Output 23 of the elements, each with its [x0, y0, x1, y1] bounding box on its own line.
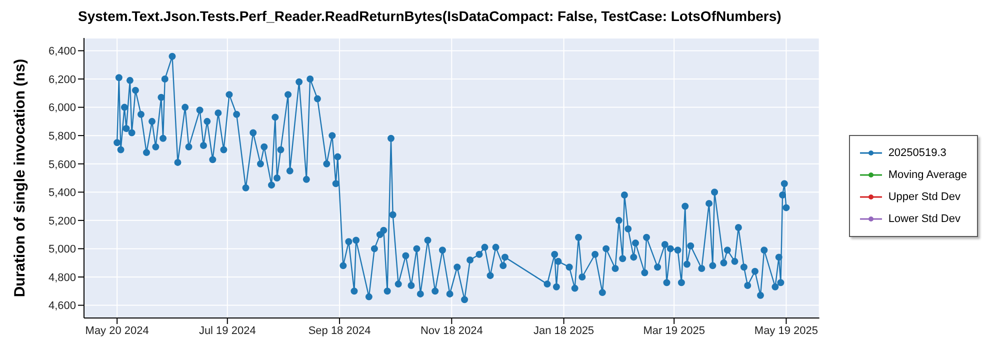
y-tick-label: 6,000: [48, 102, 76, 114]
legend-label: Upper Std Dev: [888, 191, 960, 203]
y-tick-label: 6,400: [48, 46, 76, 58]
y-tick-label: 5,000: [48, 244, 76, 256]
x-tick-label: Nov 18 2024: [420, 324, 483, 337]
y-tick-label: 5,800: [48, 130, 76, 142]
x-tick-label: Jul 19 2024: [198, 324, 256, 337]
y-tick-label: 5,400: [48, 187, 76, 200]
x-tick-label: May 19 2025: [754, 324, 818, 337]
y-tick-label: 6,200: [48, 74, 76, 86]
x-tick-label: May 20 2024: [85, 324, 149, 337]
y-tick-label: 5,200: [48, 215, 76, 228]
chart-title: System.Text.Json.Tests.Perf_Reader.ReadReturnBytes(IsDataCompact: False, TestCase: LotsOfNumbers): [77, 8, 782, 26]
legend-label: 20250519.3: [888, 147, 946, 159]
x-tick-label: Jan 18 2025: [534, 324, 594, 337]
x-tick-label: Sep 18 2024: [308, 324, 371, 337]
y-tick-label: 5,600: [48, 158, 76, 171]
legend-label: Lower Std Dev: [888, 213, 960, 225]
y-tick-label: 4,600: [48, 300, 76, 312]
x-tick-label: Mar 19 2025: [643, 324, 705, 337]
y-axis-title: Duration of single invocation (ns): [11, 58, 28, 298]
y-tick-label: 4,800: [48, 272, 76, 284]
legend-label: Moving Average: [888, 169, 967, 181]
